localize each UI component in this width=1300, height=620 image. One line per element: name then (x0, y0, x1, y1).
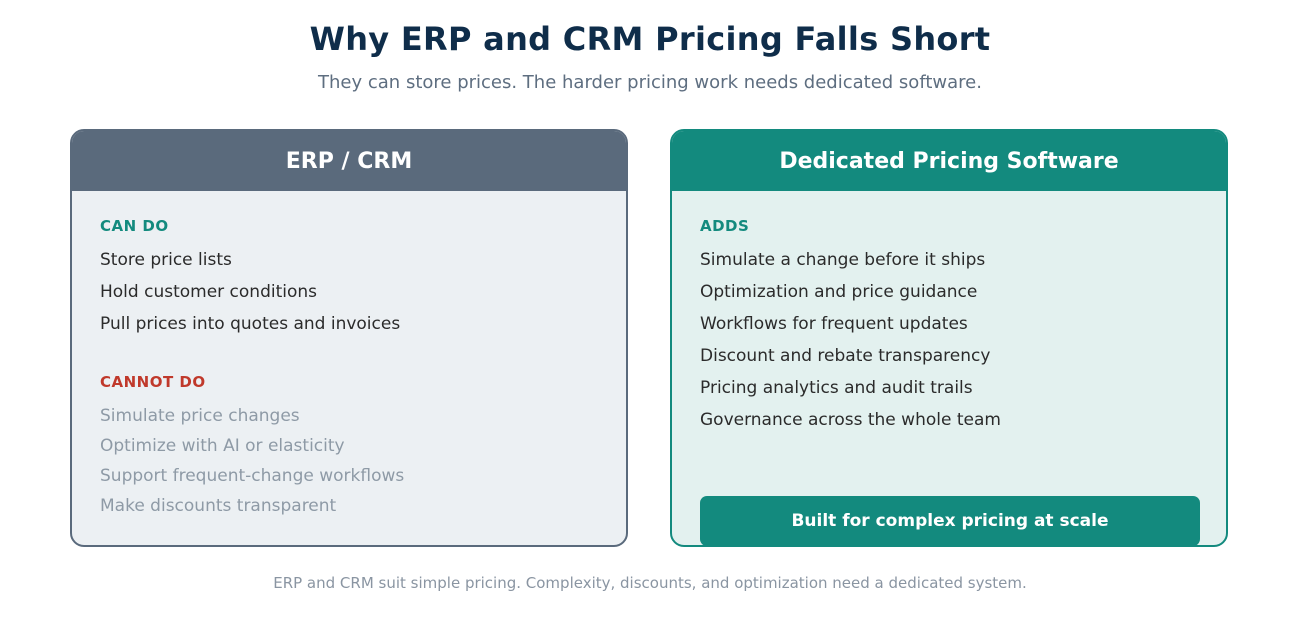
can-do-label: CAN DO (100, 217, 169, 235)
can-do-item: Hold customer conditions (100, 282, 318, 302)
can-do-item: Pull prices into quotes and invoices (100, 314, 401, 334)
cannot-do-item: Make discounts transparent (100, 496, 337, 516)
footer-note: ERP and CRM suit simple pricing. Complex… (273, 574, 1027, 592)
pricing-software-card: Dedicated Pricing Software ADDS Simulate… (670, 129, 1228, 547)
pricing-software-card-body: ADDS Simulate a change before it ships O… (672, 217, 1226, 545)
adds-list: Simulate a change before it ships Optimi… (700, 247, 1198, 439)
adds-item: Workflows for frequent updates (700, 314, 968, 334)
erp-crm-card-header: ERP / CRM (72, 131, 626, 191)
adds-item: Simulate a change before it ships (700, 250, 986, 270)
erp-crm-card: ERP / CRM CAN DO Store price lists Hold … (70, 129, 628, 547)
adds-item: Optimization and price guidance (700, 282, 978, 302)
adds-label: ADDS (700, 217, 750, 235)
erp-crm-card-body: CAN DO Store price lists Hold customer c… (72, 217, 626, 523)
pricing-software-card-header: Dedicated Pricing Software (672, 131, 1226, 191)
can-do-item: Store price lists (100, 250, 232, 270)
cannot-do-label: CANNOT DO (100, 373, 206, 391)
adds-item: Pricing analytics and audit trails (700, 378, 973, 398)
adds-item: Discount and rebate transparency (700, 346, 991, 366)
cannot-do-item: Optimize with AI or elasticity (100, 436, 345, 456)
page-title: Why ERP and CRM Pricing Falls Short (309, 20, 991, 58)
cannot-do-item: Support frequent-change workflows (100, 466, 405, 486)
complex-pricing-banner: Built for complex pricing at scale (700, 496, 1200, 545)
cannot-do-item: Simulate price changes (100, 406, 300, 426)
adds-item: Governance across the whole team (700, 410, 1001, 430)
cannot-do-list: Simulate price changes Optimize with AI … (100, 403, 598, 523)
page-subtitle: They can store prices. The harder pricin… (318, 72, 982, 93)
can-do-list: Store price lists Hold customer conditio… (100, 247, 598, 343)
